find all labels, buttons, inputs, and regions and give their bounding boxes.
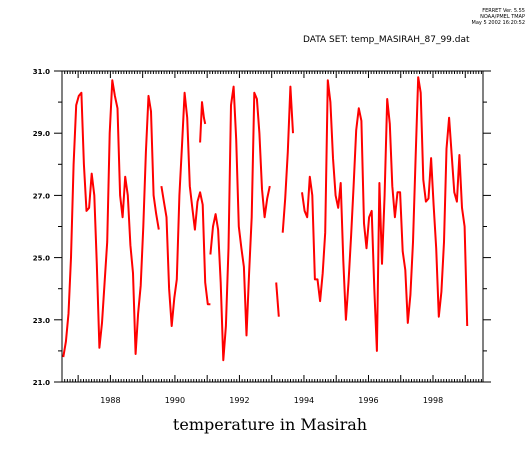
y-tick-label: 29.0 (33, 130, 50, 138)
y-tick-label: 31.0 (33, 68, 50, 76)
x-axis-title: temperature in Masirah (173, 415, 367, 434)
series-line-segment (62, 79, 160, 358)
dataset-label: DATA SET: temp_MASIRAH_87_99.dat (303, 35, 470, 45)
x-tick-label: 1994 (294, 396, 314, 405)
x-tick-label: 1988 (100, 396, 120, 405)
series-line-segment (281, 85, 294, 233)
y-tick-label: 25.0 (33, 255, 50, 263)
x-axis-labels: 1988 1990 1992 1994 1996 1998 (100, 396, 443, 405)
plot-frame (61, 70, 484, 383)
y-tick-label: 21.0 (33, 379, 50, 387)
x-tick-label: 1996 (358, 396, 378, 405)
series-line-segment (199, 101, 207, 143)
y-axis-labels: 21.0 23.0 25.0 27.0 29.0 31.0 (33, 68, 50, 387)
series-line-segment (160, 91, 211, 327)
x-tick-label: 1992 (229, 396, 249, 405)
header-line-1: FERRET Ver. 5.55 (482, 8, 525, 14)
series-line-segment (275, 282, 280, 317)
axis-ticks (54, 70, 491, 383)
y-tick-label: 27.0 (33, 192, 50, 200)
header-line-3: May 5 2002 16:20:52 (472, 20, 525, 26)
y-tick-label: 23.0 (33, 317, 50, 325)
series-line-segment (301, 76, 469, 352)
header-line-2: NOAA/PMEL TMAP (480, 14, 525, 20)
header: FERRET Ver. 5.55 NOAA/PMEL TMAP May 5 20… (303, 8, 525, 45)
series-group (62, 76, 469, 362)
series-line-segment (209, 85, 271, 362)
x-tick-label: 1990 (165, 396, 185, 405)
x-tick-label: 1998 (423, 396, 443, 405)
